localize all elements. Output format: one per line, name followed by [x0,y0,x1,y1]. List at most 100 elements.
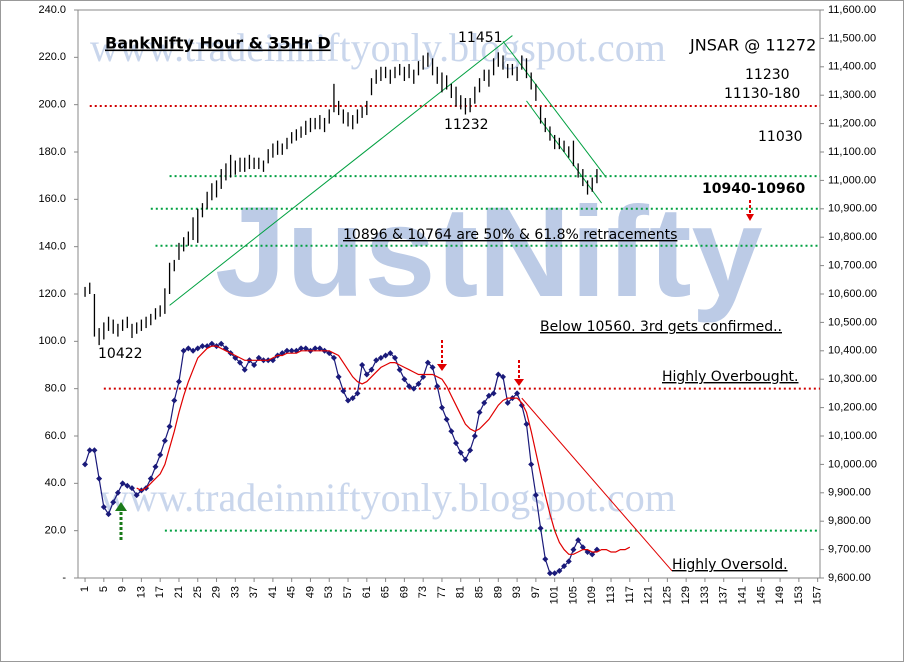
y2-tick-label: 11,500.00 [828,32,876,44]
annotation: Highly Oversold. [672,557,788,573]
x-tick-label: 45 [286,586,298,598]
x-tick-label: 117 [624,586,636,604]
watermark: JustNifty [215,181,763,324]
marker [443,416,450,423]
annotation: 10896 & 10764 are 50% & 61.8% retracemen… [343,227,677,243]
x-tick-label: 97 [530,586,542,598]
marker [157,451,164,458]
line-series [136,345,631,555]
annotation: Below 10560. 3rd gets confirmed.. [540,319,782,335]
arrow-head [746,214,754,221]
y2-tick-label: 10,900.00 [828,203,877,215]
y-tick-label: 180.0 [38,146,66,158]
marker [462,456,469,463]
x-tick-label: 53 [323,586,335,598]
marker [363,371,370,378]
annotation: JNSAR @ 11272 [689,36,816,55]
marker [429,364,436,371]
y2-tick-label: 10,600.00 [828,288,877,300]
trend-line [521,397,673,572]
arrow-head [514,379,524,386]
x-tick-label: 21 [173,586,185,598]
y-tick-label: 60.0 [45,430,66,442]
annotation: 10422 [98,346,143,362]
x-tick-label: 125 [661,586,673,604]
watermark: www.tradeinniftyonly.blogspot.com [90,25,666,70]
x-tick-label: 81 [455,586,467,598]
marker [312,345,319,352]
annotation: 11130-180 [724,86,800,102]
x-tick-label: 89 [492,586,504,598]
arrow-head [437,364,447,371]
marker [166,423,173,430]
marker [100,504,107,510]
marker [133,492,140,499]
marker [152,463,159,470]
marker [340,388,347,395]
marker [91,447,98,454]
marker [448,428,455,435]
marker [161,437,168,444]
watermarks: www.tradeinniftyonly.blogspot.com JustNi… [90,25,763,520]
x-tick-label: 133 [699,586,711,604]
x-tick-label: 49 [304,586,316,598]
marker [251,362,258,368]
marker [556,567,563,574]
arrow-head [115,502,127,511]
annotation: 10940-10960 [702,181,805,197]
y-tick-label: 80.0 [45,383,66,395]
annotation: 11232 [444,117,489,133]
x-tick-label: 121 [643,586,655,604]
y2-tick-label: 11,300.00 [828,89,876,101]
annotation: 11451 [458,30,503,46]
y-tick-label: 120.0 [38,288,66,300]
marker [382,352,389,359]
marker [523,421,530,428]
x-tick-label: 57 [342,586,354,598]
marks [82,35,820,577]
x-tick-label: 145 [755,586,767,604]
annotations: BankNifty Hour & 35Hr D 11451 JNSAR @ 11… [98,30,816,573]
marker [561,563,568,570]
marker [373,357,380,364]
trend-line [169,35,513,306]
y2-tick-label: 9,900.00 [828,487,871,499]
y-tick-label: 220.0 [38,51,66,63]
x-tick-label: 29 [211,586,223,598]
marker [570,546,577,553]
y2-tick-label: 11,000.00 [828,174,876,186]
y2-tick-label: 11,100.00 [828,146,876,158]
x-tick-label: 37 [248,586,260,598]
y-tick-label: 240.0 [38,4,66,16]
marker [208,340,215,347]
marker [237,359,244,366]
marker [114,489,121,496]
marker [504,399,511,406]
x-tick-label: 93 [511,586,523,598]
x-tick-label: 73 [417,586,429,598]
arrows [115,200,754,540]
marker [453,440,460,447]
marker [377,354,384,361]
x-tick-label: 13 [135,586,147,598]
marker [546,570,553,577]
x-tick-label: 85 [474,586,486,598]
y-tick-label: 40.0 [45,477,66,489]
y-tick-label: 140.0 [38,241,66,253]
x-tick-label: 61 [361,586,373,598]
marker [110,499,117,506]
marker [124,482,131,489]
marker [335,373,342,380]
marker [457,449,464,456]
marker [500,373,507,380]
marker [354,390,361,397]
marker [391,354,398,361]
y2-tick-label: 10,800.00 [828,231,877,243]
annotation: 11230 [745,67,790,83]
marker [129,485,136,492]
x-tick-label: 1 [79,586,91,592]
x-tick-label: 69 [398,586,410,598]
y-tick-label: - [62,572,66,584]
